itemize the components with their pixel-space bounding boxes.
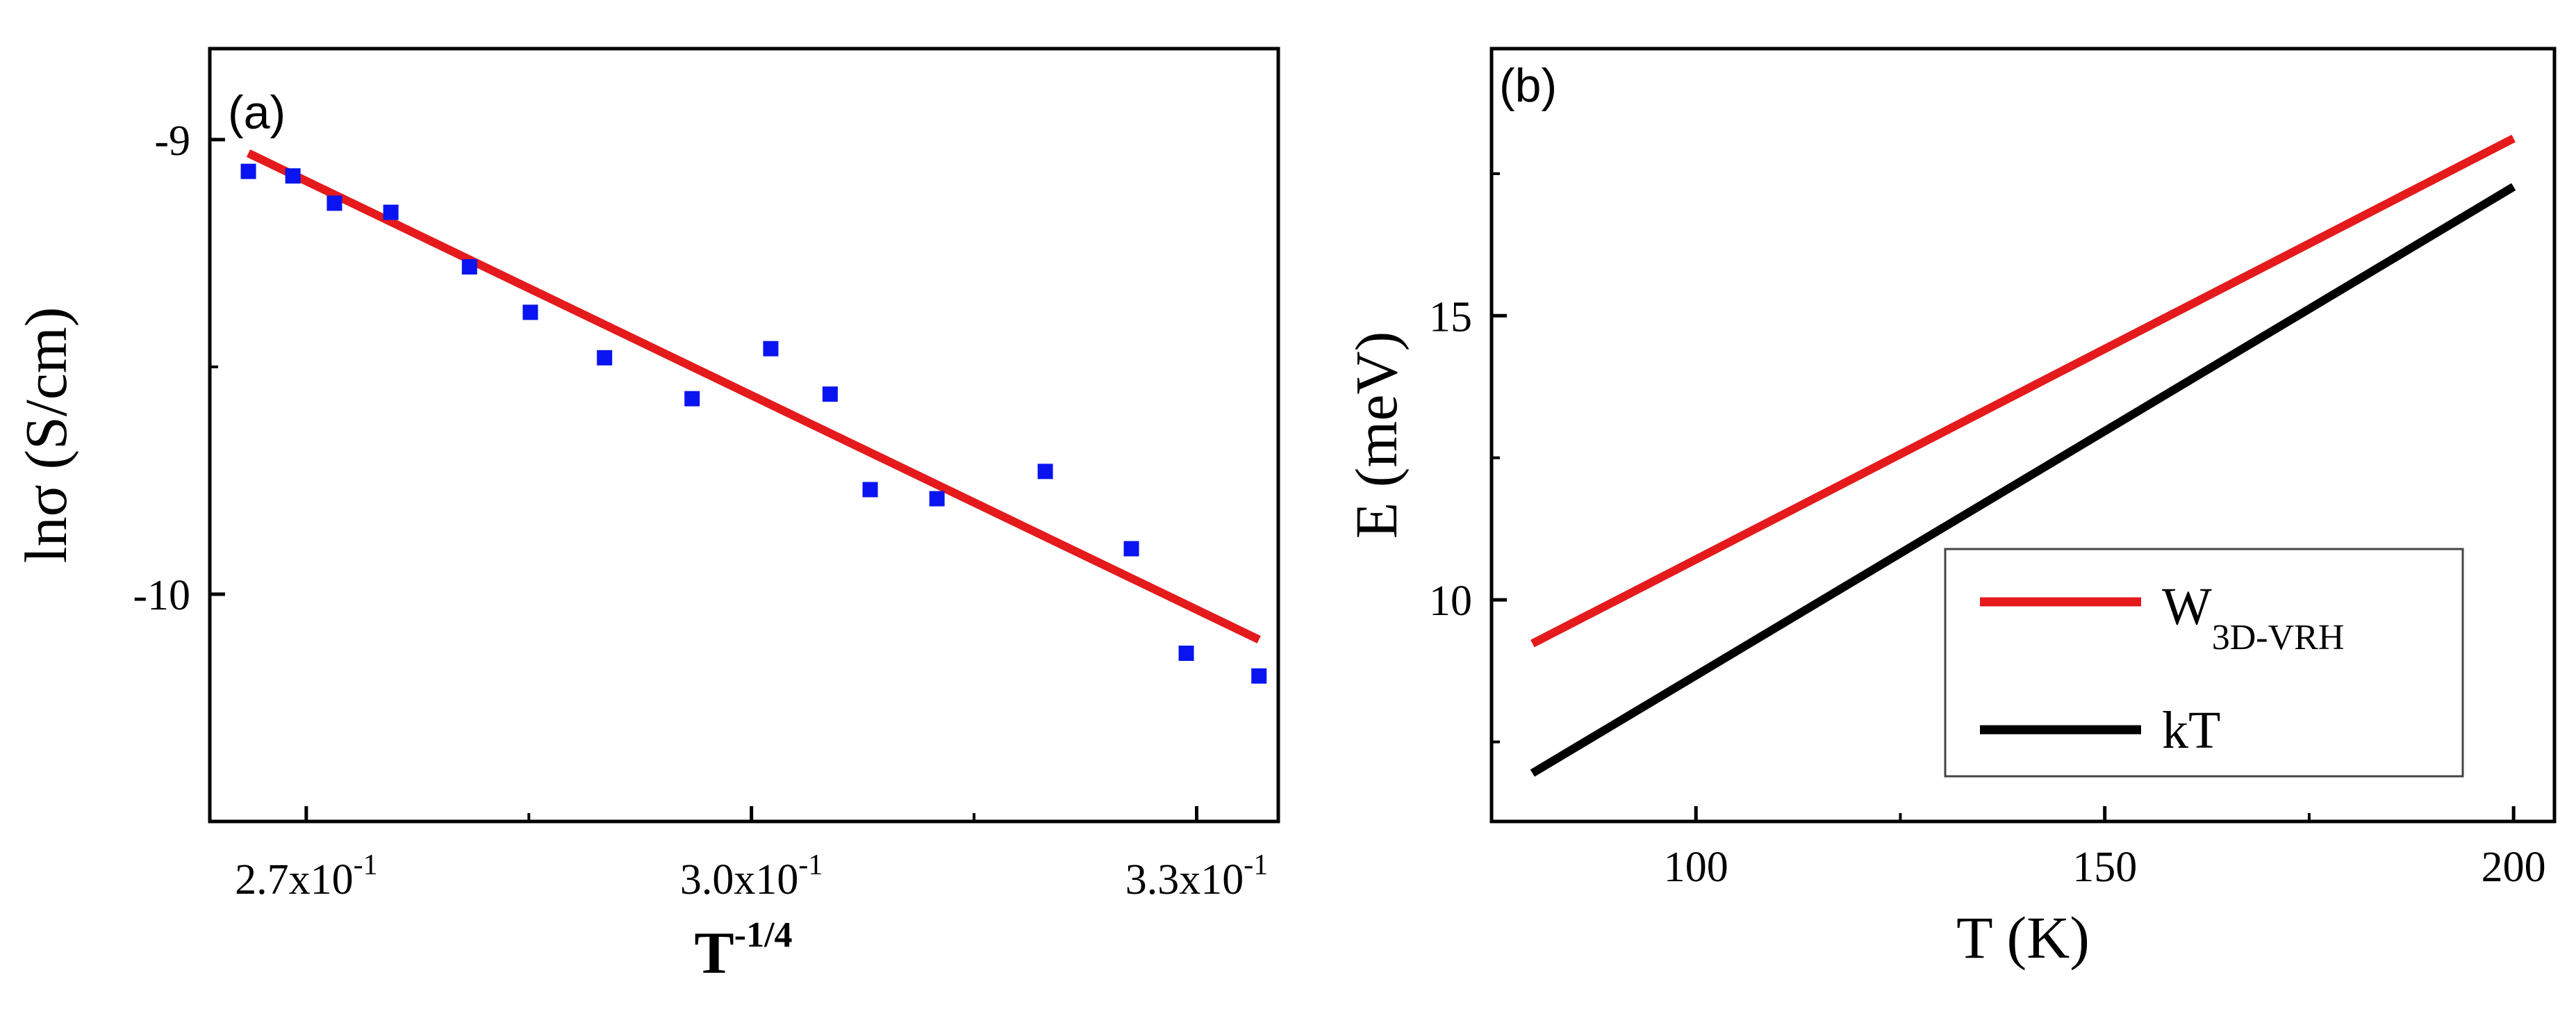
fit-line [246, 149, 1261, 644]
panel-a-y-title: lnσ (S/cm) [13, 307, 79, 564]
panel-b-x-title: T (K) [1956, 904, 2090, 971]
data-point [461, 259, 477, 275]
panel-b: (b) 100 150 200 10 15 T (K) E (meV) W3D-VRH … [1343, 47, 2557, 971]
panel-b-label: (b) [1499, 59, 1557, 112]
panel-a-y-tick-label: -10 [133, 572, 190, 619]
panel-a-x-title-exp: -1/4 [734, 915, 793, 955]
data-point [1123, 541, 1139, 557]
data-point [1251, 668, 1267, 684]
data-point [597, 350, 613, 366]
legend-label-kt: kT [2162, 701, 2220, 760]
panel-a-label: (a) [228, 86, 286, 139]
tick-mantissa: 3.0x10 [680, 856, 799, 903]
panel-a-x-tick-label: 2.7x10-1 [235, 849, 378, 903]
panel-b-y-tick-label: 10 [1429, 578, 1472, 625]
panel-b-legend: W3D-VRH kT [1944, 548, 2464, 778]
legend-box [1944, 548, 2464, 778]
panel-b-y-title: E (meV) [1343, 332, 1410, 539]
data-point [929, 491, 945, 507]
panel-a-x-tick-label: 3.3x10-1 [1125, 849, 1269, 903]
data-point [383, 204, 399, 220]
panel-b-y-tick-label: 15 [1429, 293, 1472, 341]
panel-a-x-title: T-1/4 [694, 915, 792, 986]
panel-a: (a) 2.7x10-1 3.0x10-1 3.3x10-1-9-10 T-1/4 … [13, 47, 1280, 986]
data-point [285, 168, 301, 184]
panel-b-x-tick-label: 100 [1664, 844, 1728, 891]
panel-a-marks [240, 149, 1267, 684]
panel-a-x-title-main: T [694, 919, 734, 986]
panel-a-x-tick-label: 3.0x10-1 [680, 849, 823, 903]
data-point [522, 304, 538, 320]
tick-exponent: -1 [798, 849, 823, 881]
data-point [822, 386, 838, 402]
panel-a-y-tick-label: -9 [154, 117, 190, 165]
legend-label-w-main: W [2162, 578, 2212, 636]
legend-label-w3d-vrh: W3D-VRH [2162, 578, 2344, 657]
tick-exponent: -1 [1244, 849, 1268, 881]
data-point [327, 195, 342, 211]
data-point [1037, 464, 1053, 480]
data-point [763, 341, 779, 357]
panel-b-ticks: 100 150 200 10 15 [1429, 172, 2546, 891]
tick-exponent: -1 [354, 849, 378, 881]
panel-b-marks [1530, 134, 2516, 777]
panel-a-frame [208, 47, 1280, 824]
data-point [1178, 645, 1194, 661]
panel-a-ticks: 2.7x10-1 3.0x10-1 3.3x10-1-9-10 [133, 117, 1268, 903]
data-point [240, 163, 256, 179]
series-line-kt [1530, 183, 2516, 777]
panel-b-x-tick-label: 150 [2072, 844, 2137, 891]
data-point [684, 391, 700, 407]
panel-b-x-tick-label: 200 [2482, 844, 2546, 891]
legend-label-w-sub: 3D-VRH [2212, 618, 2345, 657]
series-line-w3d-vrh [1530, 134, 2516, 648]
tick-mantissa: 3.3x10 [1125, 856, 1244, 903]
panel-b-frame [1489, 47, 2557, 824]
tick-mantissa: 2.7x10 [235, 856, 354, 903]
data-point [862, 482, 878, 498]
